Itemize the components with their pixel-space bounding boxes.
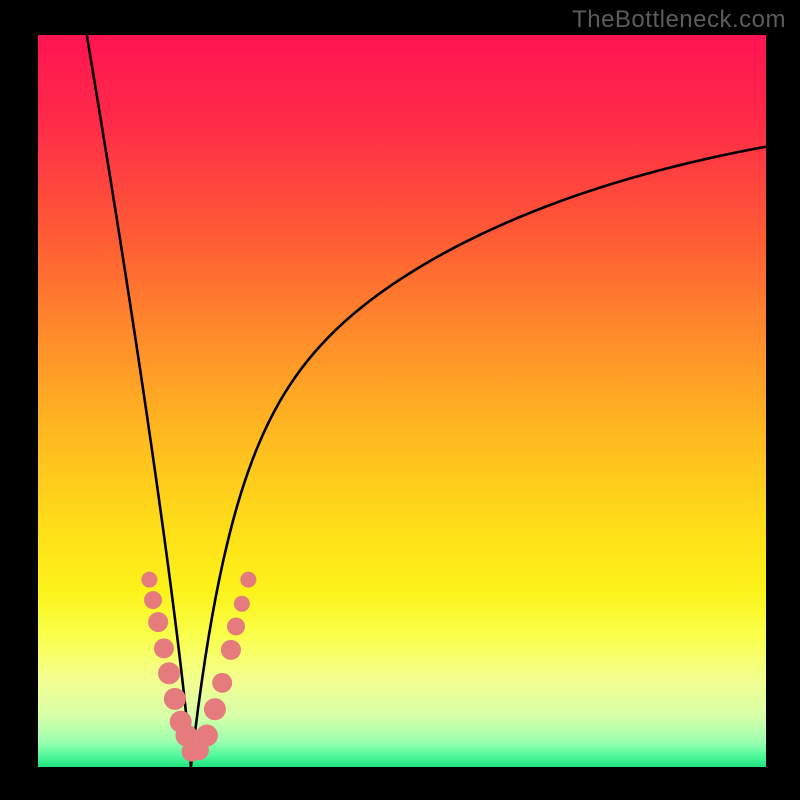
chart-svg — [38, 35, 766, 767]
plot-area — [38, 35, 766, 767]
watermark-text: TheBottleneck.com — [572, 6, 786, 34]
chart-frame: TheBottleneck.com — [0, 0, 800, 800]
